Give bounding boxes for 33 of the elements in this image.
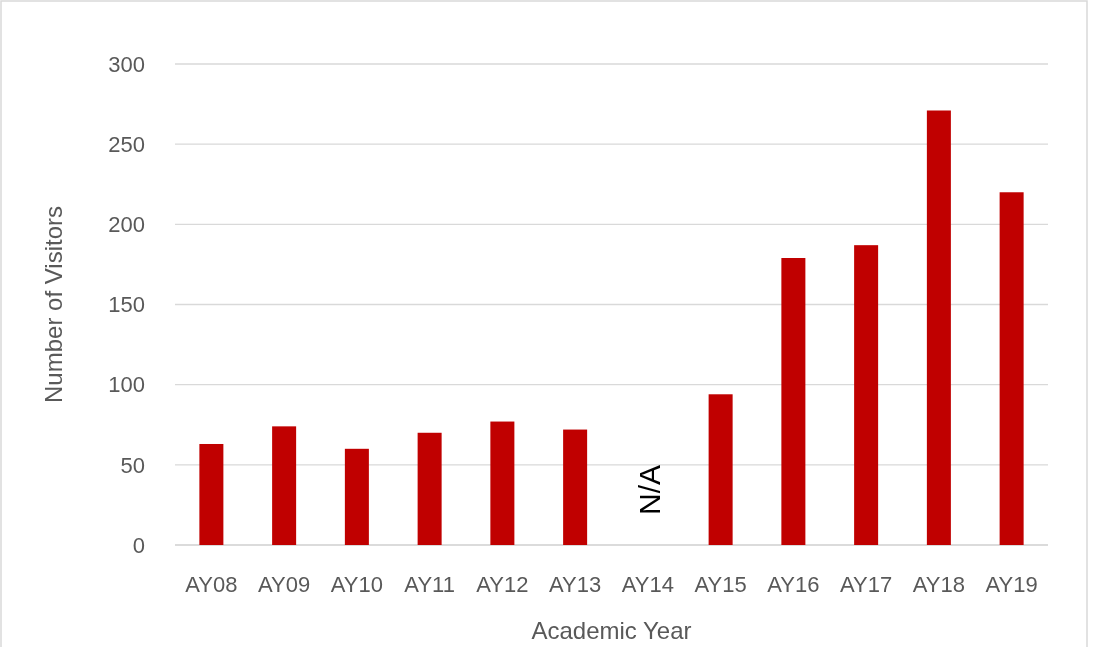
bar	[417, 432, 442, 545]
y-tick-label: 200	[108, 212, 145, 238]
x-tick-label: AY18	[912, 572, 965, 597]
x-tick-label: AY15	[694, 572, 747, 597]
y-tick-label: 50	[120, 452, 145, 478]
annotation: N/A	[632, 464, 666, 516]
bar	[490, 421, 515, 545]
bar	[708, 394, 733, 545]
x-tick-label: AY11	[404, 572, 455, 597]
x-tick-label: AY08	[185, 572, 238, 597]
x-tick-label: AY14	[621, 572, 674, 597]
bar	[781, 258, 806, 545]
x-tick-label: AY09	[258, 572, 311, 597]
x-tick-label: AY12	[476, 572, 529, 597]
y-tick-label: 300	[108, 51, 145, 77]
bar	[926, 110, 951, 545]
bar	[999, 192, 1024, 545]
y-tick-label: 0	[132, 532, 145, 558]
x-axis-title: Academic Year	[531, 617, 692, 644]
x-tick-label: AY10	[330, 572, 383, 597]
bar	[563, 429, 588, 545]
y-axis-title: Number of Visitors	[40, 206, 67, 403]
y-tick-label: 150	[108, 292, 145, 318]
bar	[272, 426, 297, 545]
y-tick-label: 100	[108, 372, 145, 398]
bar	[199, 443, 224, 545]
x-tick-label: AY19	[985, 572, 1038, 597]
bar	[344, 448, 369, 545]
x-tick-label: AY17	[840, 572, 893, 597]
x-tick-label: AY13	[549, 572, 602, 597]
x-tick-label: AY16	[767, 572, 820, 597]
y-tick-label: 250	[108, 131, 145, 157]
bar	[854, 245, 879, 545]
